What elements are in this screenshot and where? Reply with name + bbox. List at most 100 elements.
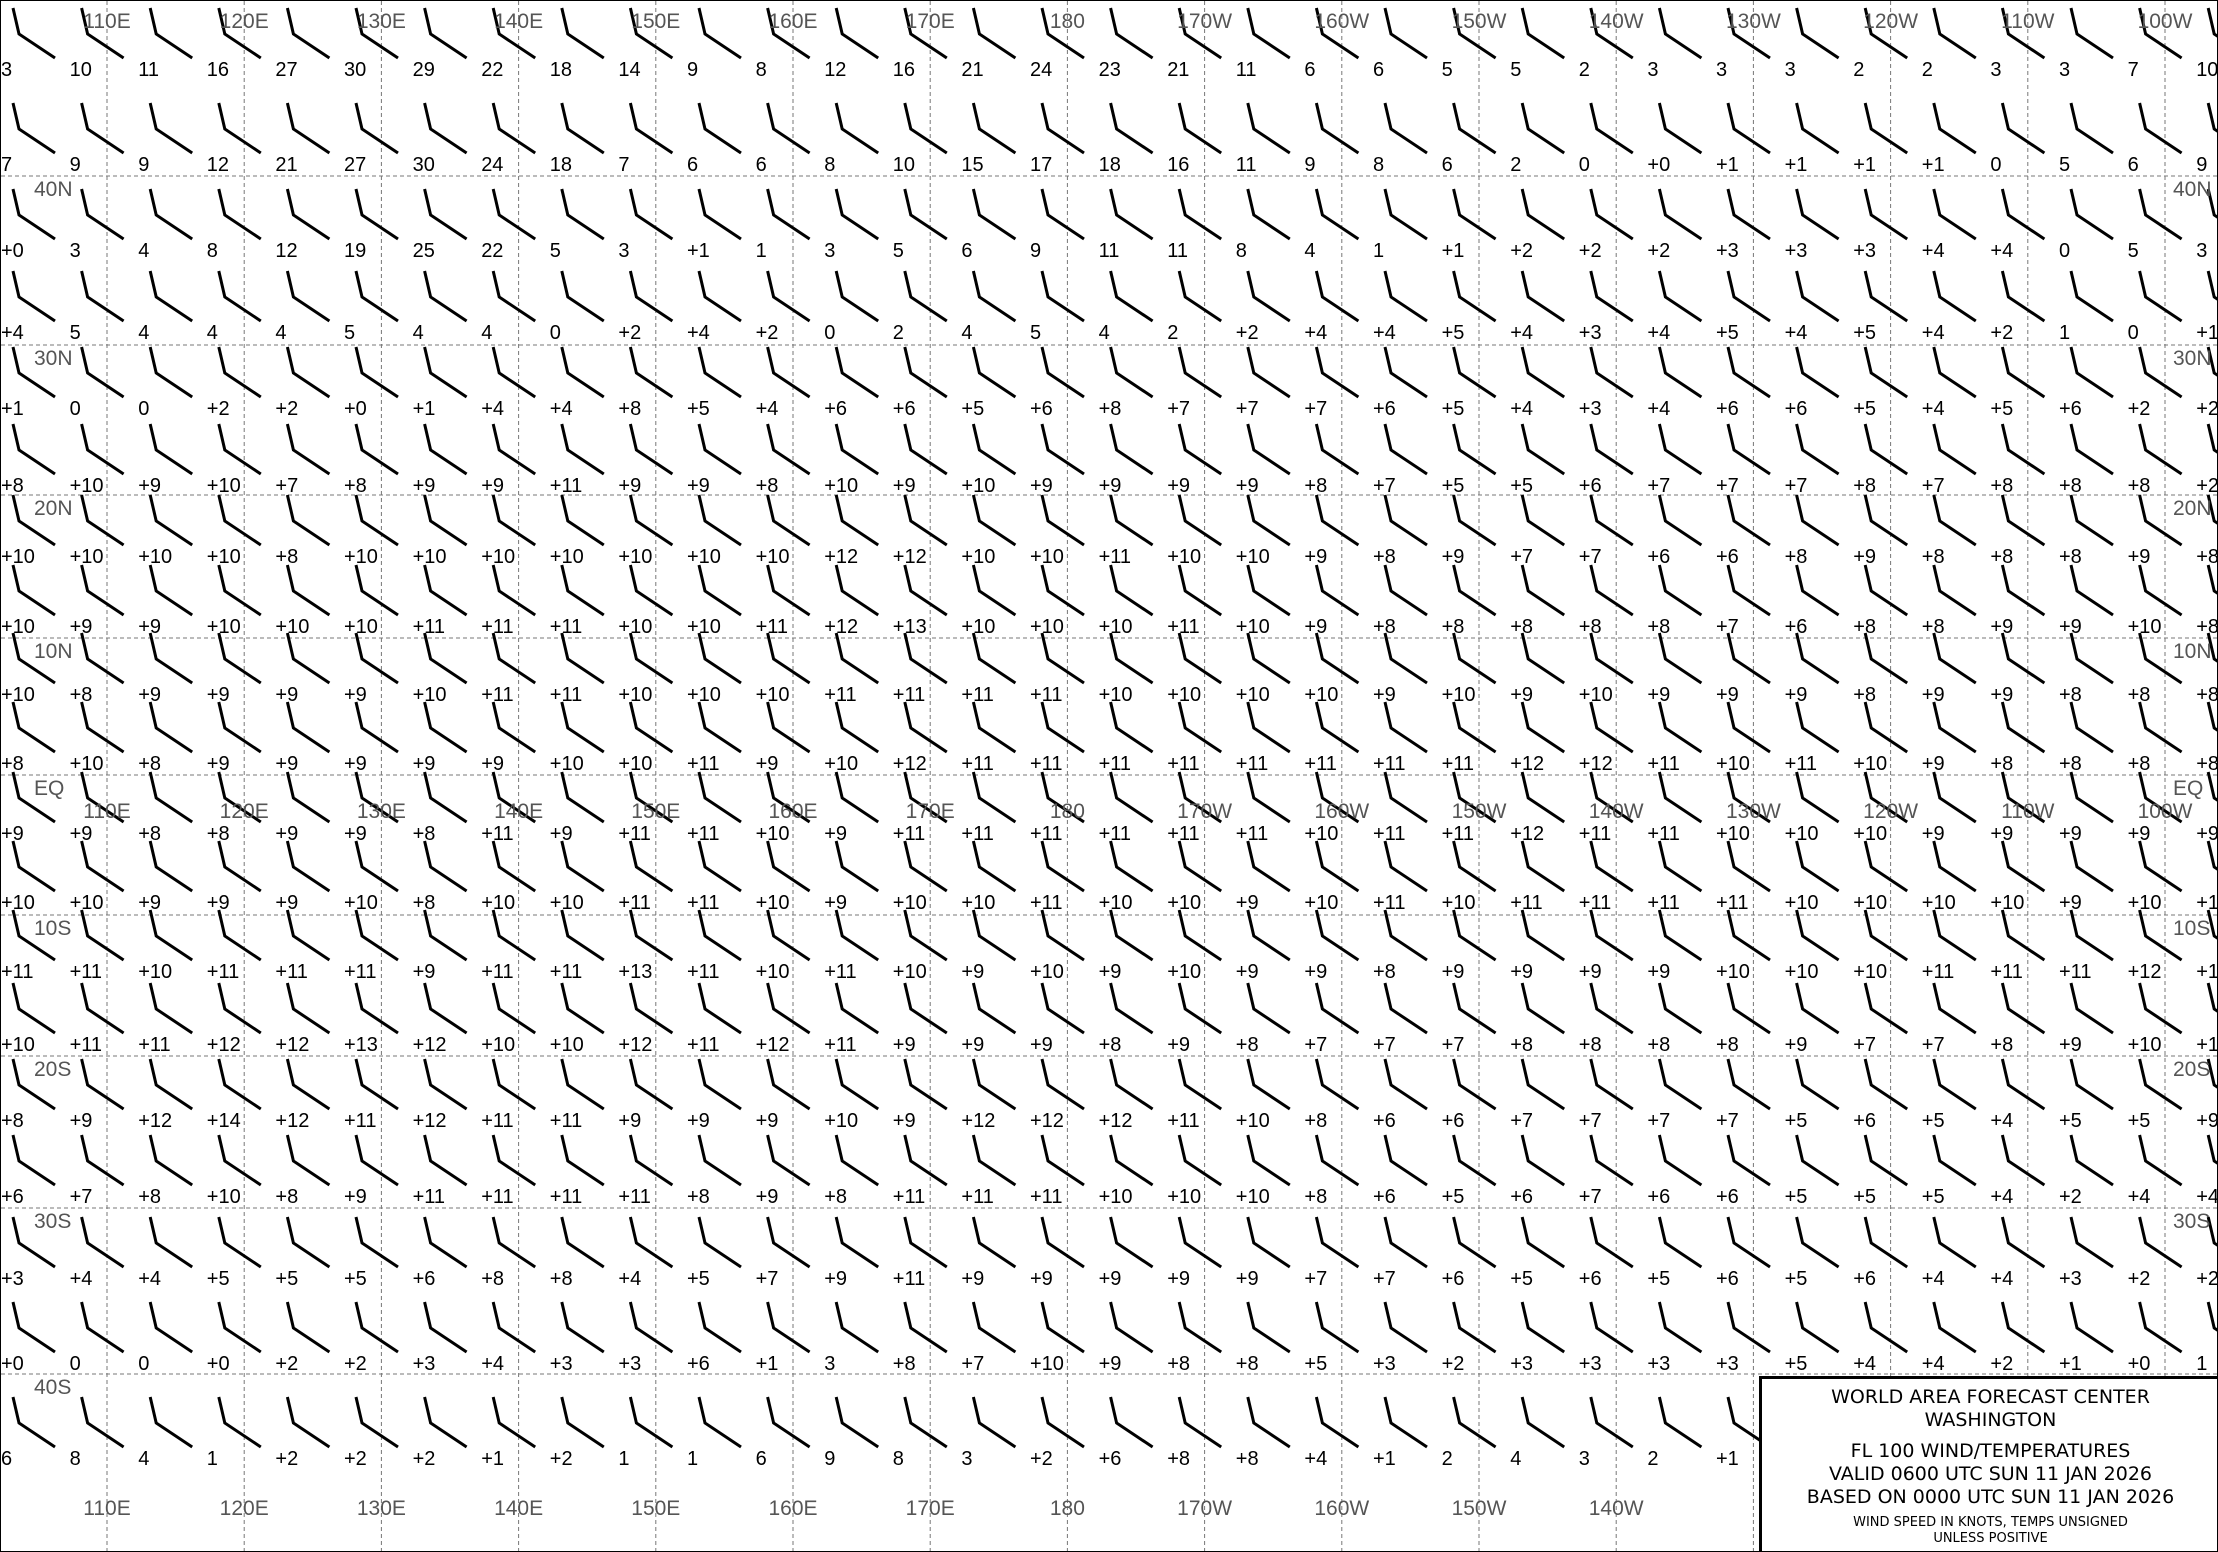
wind-barb-icon xyxy=(697,423,742,476)
station-temperature: 9 xyxy=(138,154,150,176)
wind-barb-icon xyxy=(1040,1058,1085,1111)
station-temperature: +10 xyxy=(1784,823,1819,845)
station-temperature: +11 xyxy=(1647,753,1680,775)
station-temperature: +8 xyxy=(1167,1353,1190,1375)
wind-barb-icon xyxy=(1314,494,1360,547)
wind-barb-icon xyxy=(903,840,948,893)
station-temperature: +8 xyxy=(1578,1034,1602,1056)
wind-barb-icon xyxy=(11,632,56,685)
wind-barb-icon xyxy=(148,632,194,685)
wind-barb-icon xyxy=(1520,840,1566,893)
station-temperature: +4 xyxy=(2196,1186,2218,1208)
station-temperature: +5 xyxy=(344,1268,367,1290)
station-temperature: +10 xyxy=(1167,892,1202,914)
station-temperature: 3 xyxy=(1990,59,2002,81)
station-temperature: +8 xyxy=(1373,961,1396,983)
wind-barb-icon xyxy=(285,1301,331,1354)
longitude-label: 140W xyxy=(1588,1497,1644,1520)
wind-barb-icon xyxy=(834,1058,880,1111)
wind-barb-icon xyxy=(1520,7,1566,60)
wind-barb-icon xyxy=(2069,423,2114,476)
wind-barb-icon xyxy=(1314,1396,1360,1449)
wind-barb-icon xyxy=(2138,701,2183,754)
station-temperature: +4 xyxy=(1853,1353,1876,1375)
wind-barb-icon xyxy=(354,1058,399,1111)
station-temperature: 9 xyxy=(824,1448,836,1470)
station-temperature: +10 xyxy=(344,546,378,568)
wind-barb-icon xyxy=(1177,982,1223,1035)
wind-barb-icon xyxy=(1177,1216,1223,1269)
station-temperature: +6 xyxy=(1716,546,1739,568)
station-temperature: +9 xyxy=(1990,684,2014,706)
wind-barb-icon xyxy=(80,909,125,962)
wind-barb-icon xyxy=(2000,102,2046,155)
station-temperature: 3 xyxy=(961,1448,973,1470)
longitude-label: 150W xyxy=(1451,1497,1507,1520)
wind-barb-icon xyxy=(628,188,674,241)
station-temperature: +7 xyxy=(1510,1110,1533,1132)
longitude-label: 170W xyxy=(1177,1497,1233,1520)
wind-barb-icon xyxy=(1520,494,1566,547)
wind-barb-icon xyxy=(697,982,742,1035)
wind-barb-icon xyxy=(423,188,468,241)
station-temperature: +3 xyxy=(1647,1353,1671,1375)
wind-barb-icon xyxy=(2206,346,2217,377)
station-temperature: +8 xyxy=(618,398,642,420)
station-temperature: +11 xyxy=(1510,892,1543,914)
station-temperature: 9 xyxy=(1030,240,1042,262)
wind-barb-icon xyxy=(423,701,468,754)
station-temperature: +8 xyxy=(1647,616,1671,638)
station-temperature: +11 xyxy=(1647,823,1680,845)
wind-barb-icon xyxy=(491,701,537,754)
station-temperature: 5 xyxy=(1030,322,1042,344)
station-temperature: 6 xyxy=(755,154,767,176)
station-temperature: +5 xyxy=(1510,475,1533,497)
station-temperature: 17 xyxy=(1030,154,1053,176)
wind-barb-icon xyxy=(148,1134,194,1187)
wind-barb-icon xyxy=(628,1216,674,1269)
station-temperature: +10 xyxy=(961,892,996,914)
wind-barb-icon xyxy=(766,494,811,547)
station-temperature: +6 xyxy=(1716,398,1739,420)
station-temperature: +10 xyxy=(1167,1186,1202,1208)
station-temperature: 9 xyxy=(69,154,81,176)
station-temperature: +1 xyxy=(1373,1448,1396,1470)
station-temperature: +11 xyxy=(481,823,514,845)
wind-barb-icon xyxy=(1314,632,1360,685)
wind-barb-icon xyxy=(766,982,811,1035)
wind-barb-icon xyxy=(1657,701,1703,754)
station-temperature: +9 xyxy=(138,892,161,914)
station-temperature: +11 xyxy=(549,684,583,706)
wind-barb-icon xyxy=(1246,909,1291,962)
wind-barb-icon xyxy=(2206,423,2217,454)
wind-barb-icon xyxy=(1589,1301,1634,1354)
wind-barb-icon xyxy=(11,423,56,476)
wind-barb-icon xyxy=(560,840,605,893)
wind-barb-icon xyxy=(560,1058,605,1111)
station-temperature: +2 xyxy=(2127,1268,2151,1290)
station-temperature: +9 xyxy=(961,1034,985,1056)
wind-barb-icon xyxy=(2069,102,2114,155)
wind-barb-icon xyxy=(834,1396,880,1449)
station-temperature: +1 xyxy=(412,398,436,420)
wind-barb-icon xyxy=(1589,1058,1634,1111)
station-temperature: +11 xyxy=(961,823,994,845)
wind-barb-icon xyxy=(834,771,880,824)
wind-barb-icon xyxy=(2069,1134,2114,1187)
wind-barb-icon xyxy=(148,346,194,399)
station-temperature: +11 xyxy=(138,1034,171,1056)
station-temperature: +8 xyxy=(1784,546,1808,568)
wind-barb-icon xyxy=(11,909,56,962)
station-temperature: +11 xyxy=(687,1034,720,1056)
station-temperature: +10 xyxy=(618,546,653,568)
wind-barb-icon xyxy=(1589,564,1634,617)
wind-barb-icon xyxy=(1040,1216,1085,1269)
wind-barb-icon xyxy=(1452,564,1497,617)
station-temperature: +8 xyxy=(1990,753,2014,775)
wind-barb-icon xyxy=(1863,1301,1909,1354)
longitude-label: 110W xyxy=(2001,10,2055,33)
station-temperature: +10 xyxy=(481,892,516,914)
wind-barb-icon xyxy=(285,771,331,824)
longitude-label: 160W xyxy=(1314,10,1370,33)
wind-barb-icon xyxy=(423,840,468,893)
